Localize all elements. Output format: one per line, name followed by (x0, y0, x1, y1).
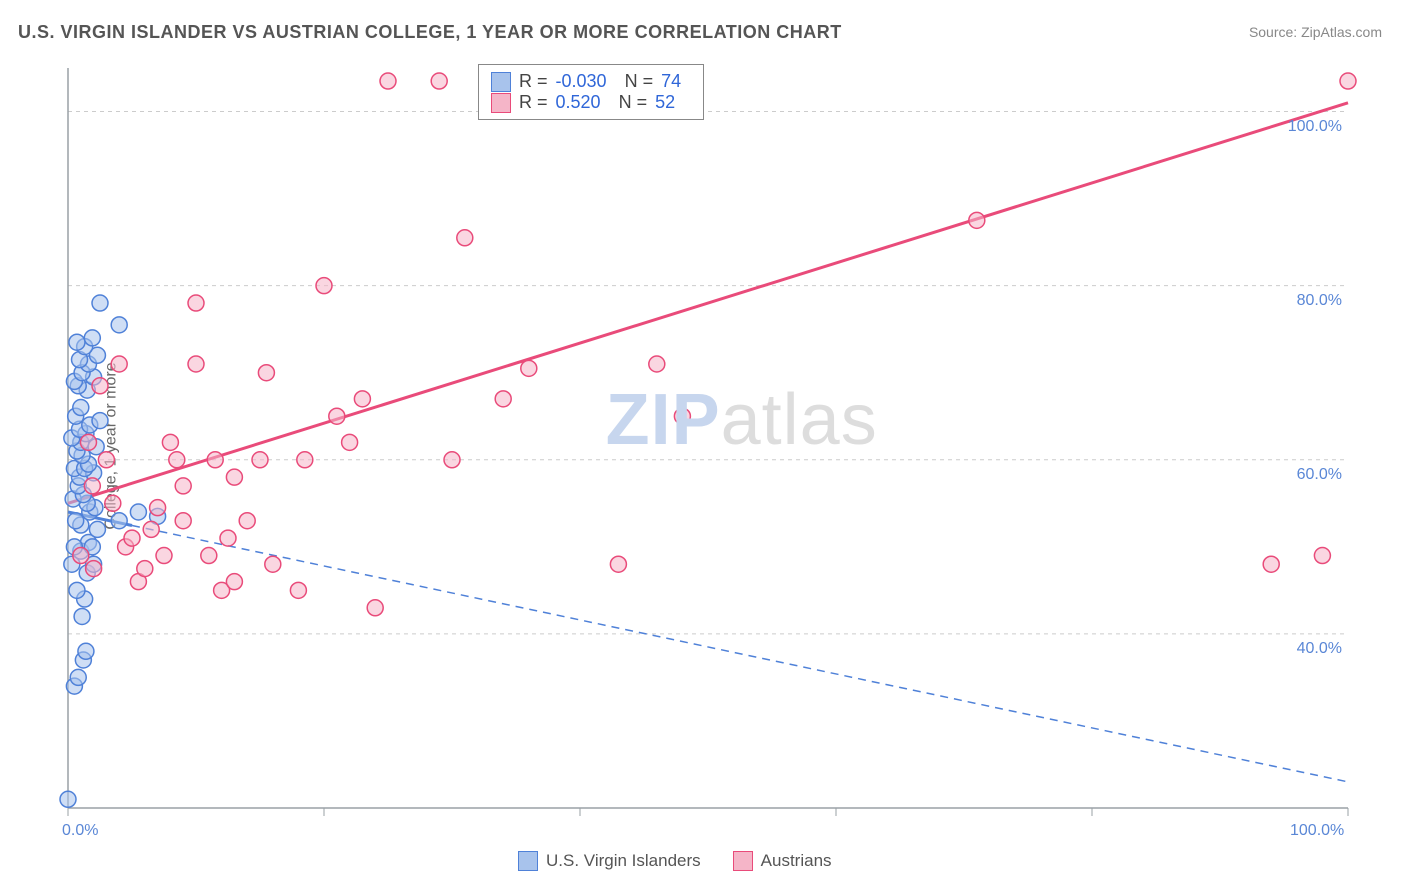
watermark-atlas: atlas (721, 380, 878, 460)
y-tick-label: 40.0% (1297, 640, 1342, 658)
bottom-legend-item: U.S. Virgin Islanders (518, 851, 701, 871)
bottom-legend-label: Austrians (761, 851, 832, 871)
bottom-legend-label: U.S. Virgin Islanders (546, 851, 701, 871)
legend-swatch (491, 72, 511, 92)
legend-stats-row: R = -0.030 N = 74 (491, 71, 691, 92)
x-tick-label: 100.0% (1290, 822, 1344, 840)
legend-r-value: 0.520 (556, 92, 601, 113)
watermark-zip: ZIP (606, 380, 721, 460)
legend-swatch (491, 93, 511, 113)
legend-stats-box: R = -0.030 N = 74 R = 0.520 N = 52 (478, 64, 704, 120)
chart-title: U.S. VIRGIN ISLANDER VS AUSTRIAN COLLEGE… (18, 22, 842, 43)
y-tick-label: 80.0% (1297, 292, 1342, 310)
legend-stats-row: R = 0.520 N = 52 (491, 92, 691, 113)
legend-r-label: R = (519, 71, 548, 92)
legend-n-value: 74 (661, 71, 681, 92)
legend-r-value: -0.030 (556, 71, 607, 92)
bottom-legend-item: Austrians (733, 851, 832, 871)
legend-n-label: N = (619, 92, 648, 113)
watermark: ZIPatlas (606, 379, 878, 461)
legend-n-label: N = (625, 71, 654, 92)
legend-r-label: R = (519, 92, 548, 113)
legend-n-value: 52 (655, 92, 675, 113)
legend-swatch (518, 851, 538, 871)
bottom-legend: U.S. Virgin Islanders Austrians (518, 851, 832, 871)
y-tick-label: 60.0% (1297, 466, 1342, 484)
y-tick-label: 100.0% (1288, 118, 1342, 136)
x-tick-label: 0.0% (62, 822, 98, 840)
source-attribution: Source: ZipAtlas.com (1249, 24, 1382, 40)
legend-swatch (733, 851, 753, 871)
